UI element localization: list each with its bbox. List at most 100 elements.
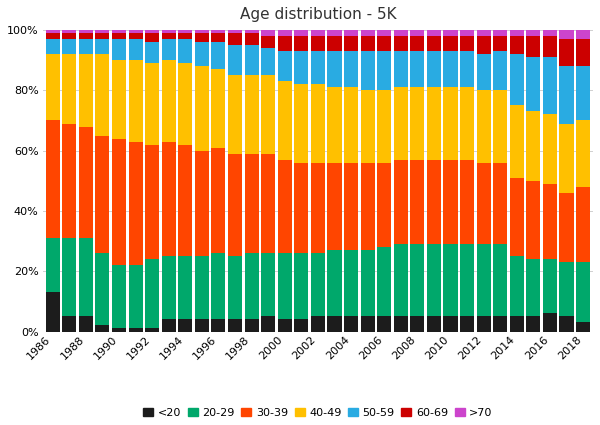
Bar — [559, 193, 574, 262]
Bar — [377, 30, 391, 36]
Bar — [145, 33, 159, 42]
Bar — [112, 139, 126, 265]
Bar — [361, 51, 374, 91]
Bar — [510, 105, 524, 178]
Bar — [427, 160, 441, 244]
Bar — [228, 75, 242, 154]
Bar — [361, 30, 374, 36]
Bar — [443, 87, 458, 160]
Bar — [161, 33, 176, 39]
Bar — [178, 63, 193, 144]
Bar — [278, 51, 292, 81]
Bar — [328, 317, 341, 332]
Bar — [576, 262, 590, 323]
Bar — [543, 114, 557, 184]
Bar — [377, 163, 391, 247]
Bar — [526, 111, 541, 181]
Bar — [311, 36, 325, 51]
Bar — [543, 259, 557, 313]
Bar — [328, 36, 341, 51]
Bar — [576, 187, 590, 262]
Bar — [427, 36, 441, 51]
Bar — [493, 317, 507, 332]
Bar — [510, 54, 524, 105]
Bar — [178, 33, 193, 39]
Bar — [245, 33, 259, 45]
Bar — [211, 320, 226, 332]
Bar — [294, 320, 308, 332]
Bar — [394, 160, 408, 244]
Bar — [559, 39, 574, 66]
Bar — [526, 30, 541, 36]
Bar — [161, 39, 176, 60]
Bar — [476, 244, 491, 317]
Bar — [543, 184, 557, 259]
Title: Age distribution - 5K: Age distribution - 5K — [239, 7, 396, 22]
Bar — [394, 51, 408, 87]
Bar — [245, 320, 259, 332]
Bar — [344, 30, 358, 36]
Bar — [311, 51, 325, 84]
Bar — [62, 30, 76, 33]
Bar — [278, 81, 292, 160]
Bar — [361, 317, 374, 332]
Bar — [95, 136, 109, 253]
Bar — [145, 329, 159, 332]
Bar — [576, 121, 590, 187]
Bar — [128, 39, 143, 60]
Bar — [46, 121, 60, 238]
Bar — [328, 87, 341, 163]
Bar — [443, 36, 458, 51]
Bar — [328, 51, 341, 87]
Bar — [526, 259, 541, 317]
Bar — [145, 144, 159, 259]
Bar — [576, 39, 590, 66]
Bar — [178, 30, 193, 33]
Bar — [211, 69, 226, 147]
Bar — [95, 54, 109, 136]
Bar — [559, 124, 574, 193]
Bar — [79, 317, 93, 332]
Bar — [443, 317, 458, 332]
Bar — [427, 30, 441, 36]
Bar — [145, 42, 159, 63]
Bar — [294, 163, 308, 253]
Bar — [493, 36, 507, 51]
Bar — [493, 244, 507, 317]
Bar — [112, 30, 126, 33]
Bar — [112, 39, 126, 60]
Bar — [62, 238, 76, 317]
Bar — [46, 54, 60, 121]
Bar — [79, 30, 93, 33]
Bar — [361, 36, 374, 51]
Bar — [543, 30, 557, 36]
Bar — [195, 30, 209, 33]
Bar — [394, 30, 408, 36]
Bar — [559, 30, 574, 39]
Bar — [344, 163, 358, 250]
Bar — [128, 30, 143, 33]
Bar — [228, 320, 242, 332]
Bar — [294, 51, 308, 84]
Bar — [493, 51, 507, 91]
Bar — [195, 33, 209, 42]
Bar — [311, 84, 325, 163]
Bar — [161, 30, 176, 33]
Bar — [95, 39, 109, 54]
Bar — [95, 326, 109, 332]
Bar — [178, 39, 193, 63]
Bar — [344, 51, 358, 87]
Bar — [361, 163, 374, 250]
Bar — [79, 39, 93, 54]
Bar — [510, 36, 524, 54]
Bar — [161, 60, 176, 142]
Bar — [377, 91, 391, 163]
Bar — [79, 54, 93, 127]
Bar — [410, 36, 424, 51]
Bar — [526, 36, 541, 57]
Bar — [443, 160, 458, 244]
Bar — [79, 127, 93, 238]
Bar — [62, 124, 76, 238]
Bar — [410, 51, 424, 87]
Bar — [460, 51, 474, 87]
